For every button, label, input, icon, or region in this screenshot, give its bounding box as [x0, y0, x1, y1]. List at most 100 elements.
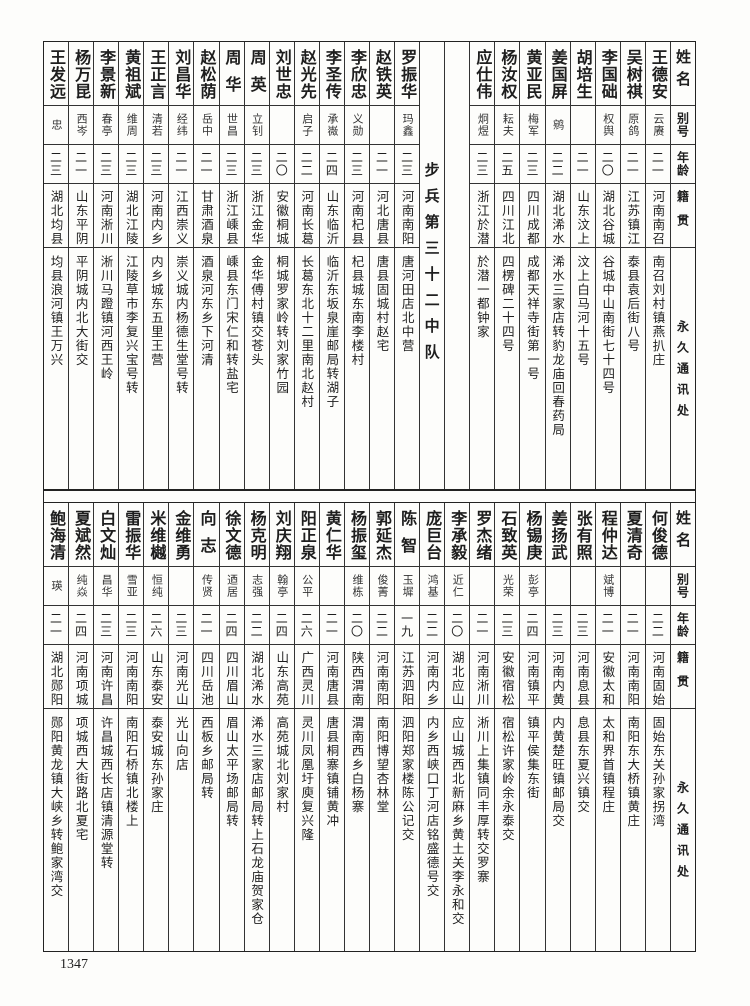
person-column: 何俊德 二二 河南固始 固始东关孙家拐湾: [644, 503, 670, 951]
section-title: 步兵第三十二中队: [422, 162, 441, 370]
cell-alias: [570, 567, 595, 606]
cell-native: 河南固始: [645, 645, 670, 709]
person-column: 杨振玺 维栋 二〇 陕西渭南 渭南西乡白杨寨: [343, 503, 369, 951]
cell-native: 山东临沂: [319, 184, 344, 248]
cell-native: 安徽太和: [595, 645, 620, 709]
person-alias: 俊菁: [376, 574, 390, 598]
cell-age: 二一: [319, 606, 344, 645]
person-age: 二一: [575, 151, 590, 177]
cell-name: 王发远: [43, 42, 69, 106]
person-column: 向志 传贤 二一 四川岳池 西板乡邮局转: [193, 503, 219, 951]
cell-age: 二二: [645, 606, 670, 645]
person-name: 姜扬武: [548, 510, 568, 561]
cell-native: 四川岳池: [194, 645, 219, 709]
cell-alias: 立钊: [244, 106, 269, 145]
cell-name: 王德安: [645, 42, 670, 106]
person-age: 二六: [299, 612, 314, 638]
person-column: 陈智 玉墀 一九 江苏泗阳 泗阳郑家楼陈公记交: [394, 503, 420, 951]
table-divider-band: [43, 489, 696, 503]
person-alias: 西岑: [75, 113, 89, 137]
cell-alias: 清若: [144, 106, 169, 145]
cell-native: 河南淅川: [470, 645, 495, 709]
person-alias: 云赓: [651, 113, 665, 137]
person-name: 周英: [247, 49, 267, 103]
cell-address: 南阳东大桥镇黄庄: [621, 709, 645, 951]
person-native: 四川岳池: [198, 651, 214, 707]
person-name: 吴树祺: [623, 49, 643, 100]
cell-alias: 俊菁: [369, 567, 395, 606]
cell-native: 河南淅川: [94, 184, 119, 248]
person-column: 李景新 春亭 二三 河南淅川 淅川马蹬镇河西王岭: [93, 42, 119, 490]
cell-alias: 云赓: [645, 106, 670, 145]
cell-alias: [319, 567, 344, 606]
person-column: 杨锡庚 彭亭 二四 河南镇平 镇平侯集东街: [519, 503, 545, 951]
person-alias: 斌博: [601, 574, 615, 598]
cell-name: 姜国屏: [545, 42, 570, 106]
cell-native: 陕西渭南: [344, 645, 369, 709]
cell-age: 二一: [194, 145, 219, 184]
cell-alias: 纯焱: [69, 567, 94, 606]
cell-name: 黄亚民: [520, 42, 545, 106]
person-name: 赵铁英: [373, 49, 393, 100]
person-name: 杨锡庚: [523, 510, 543, 561]
cell-native: 河南南阳: [395, 184, 420, 248]
person-age: 二二: [424, 612, 439, 638]
cell-address: 项城西大街路北夏宅: [69, 709, 93, 951]
person-alias: 承嶶: [325, 113, 339, 137]
cell-address: 於潜一都钟家: [470, 248, 494, 490]
cell-age: 二三: [344, 145, 369, 184]
person-address: 临沂东坂泉崖邮局转湖子: [324, 255, 340, 409]
person-age: 二二: [299, 151, 314, 177]
person-column: 王正言 清若 二三 河南内乡 内乡城东五里王营: [143, 42, 169, 490]
person-name: 李欣忠: [347, 49, 367, 100]
cell-address: 西板乡邮局转: [194, 709, 218, 951]
cell-native: 山东泰安: [144, 645, 169, 709]
person-name: 庞巨台: [423, 510, 443, 561]
cell-alias: [570, 106, 595, 145]
person-alias: 忠: [50, 119, 63, 131]
person-alias: 启子: [300, 113, 314, 137]
person-age: 二二: [249, 612, 264, 638]
person-alias: 义勋: [350, 113, 364, 137]
person-column: 李圣传 承嶶 二四 山东临沂 临沂东坂泉崖邮局转湖子: [318, 42, 344, 490]
person-name: 罗振华: [398, 49, 418, 100]
person-native: 湖北谷城: [600, 190, 616, 246]
cell-native: 河南息县: [570, 645, 595, 709]
person-address: 桐城罗家岭转刘家竹园: [274, 255, 290, 395]
person-name: 张有照: [573, 510, 593, 561]
person-address: 谷城中山南街七十四号: [600, 255, 616, 395]
cell-age: 二三: [94, 145, 119, 184]
header-label-address: 永久通讯处: [675, 320, 690, 425]
person-address: 浠水三家店邮局转上石龙庙贺家仓: [249, 716, 265, 926]
person-column: 杨万昆 西岑 二一 山东平阴 平阴城内北大街交: [68, 42, 94, 490]
cell-name: 郭延杰: [369, 503, 395, 567]
cell-address: 浠水三家店转豹龙庙回春药局: [546, 248, 570, 490]
cell-alias: 志强: [244, 567, 269, 606]
person-alias: 原鸽: [626, 113, 640, 137]
cell-native: 安徽宿松: [495, 645, 520, 709]
person-age: 二一: [173, 151, 188, 177]
cell-address: 太和界首镇程庄: [596, 709, 620, 951]
cell-name: 刘昌华: [169, 42, 194, 106]
cell-name: 周华: [219, 42, 244, 106]
person-address: 项城西大街路北夏宅: [73, 716, 89, 842]
header-cell-alias: 别号: [670, 567, 695, 606]
cell-address: 杞县城东南李楼村: [345, 248, 369, 490]
person-native: 河南内黄: [550, 651, 566, 707]
cell-native: 湖北均县: [43, 184, 69, 248]
person-address: 嵊县东门宋仁和转盐宅: [224, 255, 240, 395]
cell-alias: 维周: [119, 106, 144, 145]
person-column: 郭延杰 俊菁 二二 河南南阳 南阳博望杏林堂: [368, 503, 395, 951]
roster-table-top: 姓名 别号 年龄 籍贯 永久通讯处 王德安 云赓 二一 河南南召 南召刘村镇燕扒庄 吴树祺 原鸽 二一江…: [43, 41, 696, 491]
cell-name: 石致英: [495, 503, 520, 567]
cell-address: 泰县袁后街八号: [621, 248, 645, 490]
person-address: 四楞碑二十四号: [499, 255, 515, 353]
cell-age: 二五: [495, 145, 520, 184]
cell-alias: [269, 106, 294, 145]
cell-age: 二三: [520, 145, 545, 184]
person-native: 江苏镇江: [625, 190, 641, 246]
cell-age: 二〇: [445, 606, 470, 645]
person-address: 南阳东大桥镇黄庄: [625, 716, 641, 828]
person-column: 白文灿 昌华 二三 河南许昌 许昌城西长店镇清源堂转: [93, 503, 119, 951]
cell-age: 二四: [219, 606, 244, 645]
